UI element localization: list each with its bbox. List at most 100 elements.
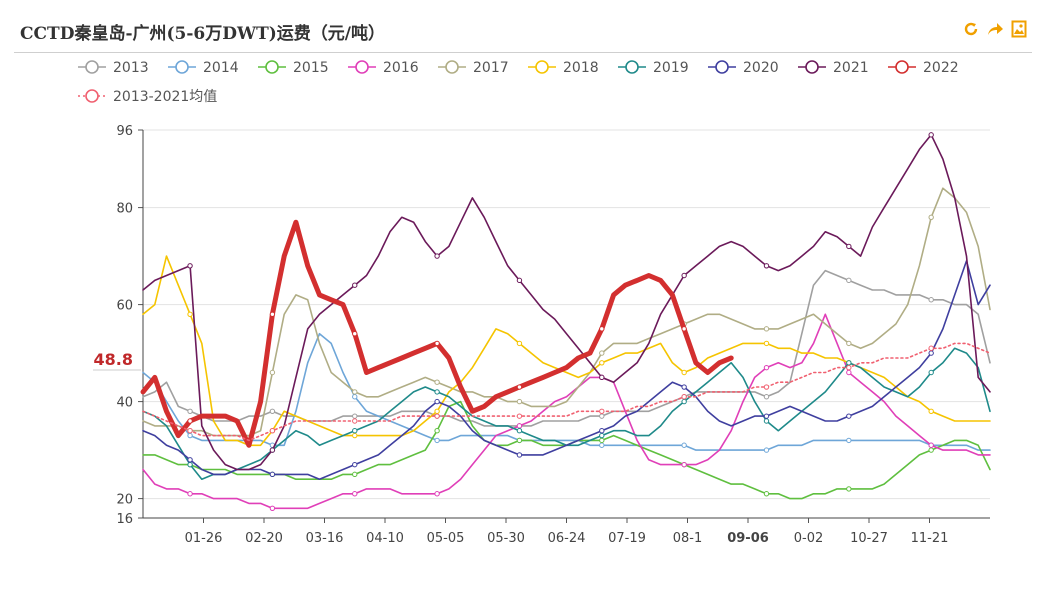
legend-marker [535, 60, 549, 74]
series-point [763, 447, 770, 453]
legend-marker [85, 89, 99, 103]
series-point [352, 461, 358, 468]
legend-item-2022[interactable]: 2022 [888, 60, 959, 76]
y-tick-label: 20 [116, 493, 133, 508]
series-point [187, 408, 193, 414]
series-point [352, 418, 358, 424]
series-point [434, 340, 440, 347]
legend-item-2018[interactable]: 2018 [528, 60, 599, 76]
series-point [763, 394, 770, 400]
series-point [434, 408, 440, 414]
series-point [434, 389, 440, 395]
series-point [763, 340, 770, 347]
legend-item-2021[interactable]: 2021 [798, 60, 869, 76]
series-point [434, 398, 440, 405]
series-point [846, 486, 852, 492]
x-tick-label: 0-02 [794, 531, 824, 546]
series-point [516, 384, 523, 390]
legend-item-2017[interactable]: 2017 [438, 60, 509, 76]
x-tick-label: 02-20 [245, 531, 283, 546]
legend-item-2016[interactable]: 2016 [348, 60, 419, 76]
series-point [187, 461, 193, 468]
series-point [269, 471, 276, 478]
legend-label: 2021 [833, 60, 869, 76]
series-point [187, 428, 193, 434]
y-tick-label: 16 [116, 512, 133, 527]
series-point [846, 437, 852, 444]
series-point [352, 282, 358, 288]
share-icon[interactable] [986, 20, 1004, 38]
x-tick-label: 03-16 [306, 531, 344, 546]
legend-label: 2014 [203, 60, 239, 76]
series-point [681, 326, 687, 332]
series-point [352, 471, 358, 478]
x-tick-label: 10-27 [850, 531, 888, 546]
series-point [516, 452, 523, 458]
legend-item-2013[interactable]: 2013 [78, 60, 149, 76]
series-point [516, 423, 523, 429]
series-point [599, 374, 605, 381]
series-point [269, 408, 276, 414]
refresh-icon[interactable] [962, 20, 980, 38]
x-tick-label: 07-19 [608, 531, 646, 546]
series-point [599, 432, 605, 439]
series-point [352, 413, 358, 419]
x-tick-label: 05-05 [427, 531, 465, 546]
series-point [928, 369, 934, 376]
series-point [681, 442, 687, 448]
current-value-label: 48.8 [94, 350, 133, 369]
x-axis: 01-26 02-20 03-16 04-10 05-05 05-30 06-24 07-19… [143, 517, 990, 546]
legend-marker [805, 60, 819, 74]
legend-item-2019[interactable]: 2019 [618, 60, 689, 76]
legend-marker [895, 60, 909, 74]
x-tick-label: 06-24 [548, 531, 586, 546]
legend-item-2020[interactable]: 2020 [708, 60, 779, 76]
series-point [599, 326, 605, 332]
legend-label: 2016 [383, 60, 419, 76]
legend-label: 2020 [743, 60, 779, 76]
series-point [516, 428, 523, 434]
y-tick-label: 80 [116, 202, 133, 217]
series-point [434, 379, 440, 385]
legend-label: 2017 [473, 60, 509, 76]
legend-item-2013-2021均值[interactable]: 2013-2021均值 [78, 89, 217, 105]
legend-item-2014[interactable]: 2014 [168, 60, 239, 76]
toolbox [962, 20, 1028, 38]
series-point [187, 418, 193, 424]
series-point [846, 413, 852, 419]
series-point [846, 277, 852, 284]
legend-marker [175, 60, 189, 74]
series-point [352, 389, 358, 395]
legend-label: 2019 [653, 60, 689, 76]
x-tick-label: 05-30 [487, 531, 525, 546]
legend[interactable]: 2013 2014 2015 2016 2017 2018 2019 2020 2021 2022… [78, 60, 959, 105]
series-line-2013-2021均值 [142, 342, 991, 442]
series-point [846, 369, 852, 376]
legend-label: 2013-2021均值 [113, 89, 217, 105]
series-point [763, 384, 770, 390]
series-point [928, 447, 934, 453]
series-point [187, 491, 193, 497]
series-line-2018 [142, 255, 991, 447]
series-point [928, 297, 934, 303]
series-point [928, 132, 934, 138]
x-tick-label: 04-10 [366, 531, 404, 546]
x-tick-label: 01-26 [185, 531, 223, 546]
series-point [516, 413, 523, 419]
series-point [928, 214, 934, 221]
series-point [599, 413, 605, 419]
series-point [434, 253, 440, 259]
current-value-marker: 48.8 [93, 350, 141, 371]
chart-header: CCTD秦皇岛-广州(5-6万DWT)运费（元/吨） [14, 10, 1032, 53]
series-point [681, 394, 687, 400]
series-point [352, 491, 358, 497]
page-title: CCTD秦皇岛-广州(5-6万DWT)运费（元/吨） [20, 24, 386, 44]
legend-item-2015[interactable]: 2015 [258, 60, 329, 76]
series-point [846, 364, 852, 371]
series-point [928, 408, 934, 414]
y-tick-label: 60 [116, 299, 133, 314]
legend-label: 2015 [293, 60, 329, 76]
save-image-icon[interactable] [1010, 20, 1028, 38]
